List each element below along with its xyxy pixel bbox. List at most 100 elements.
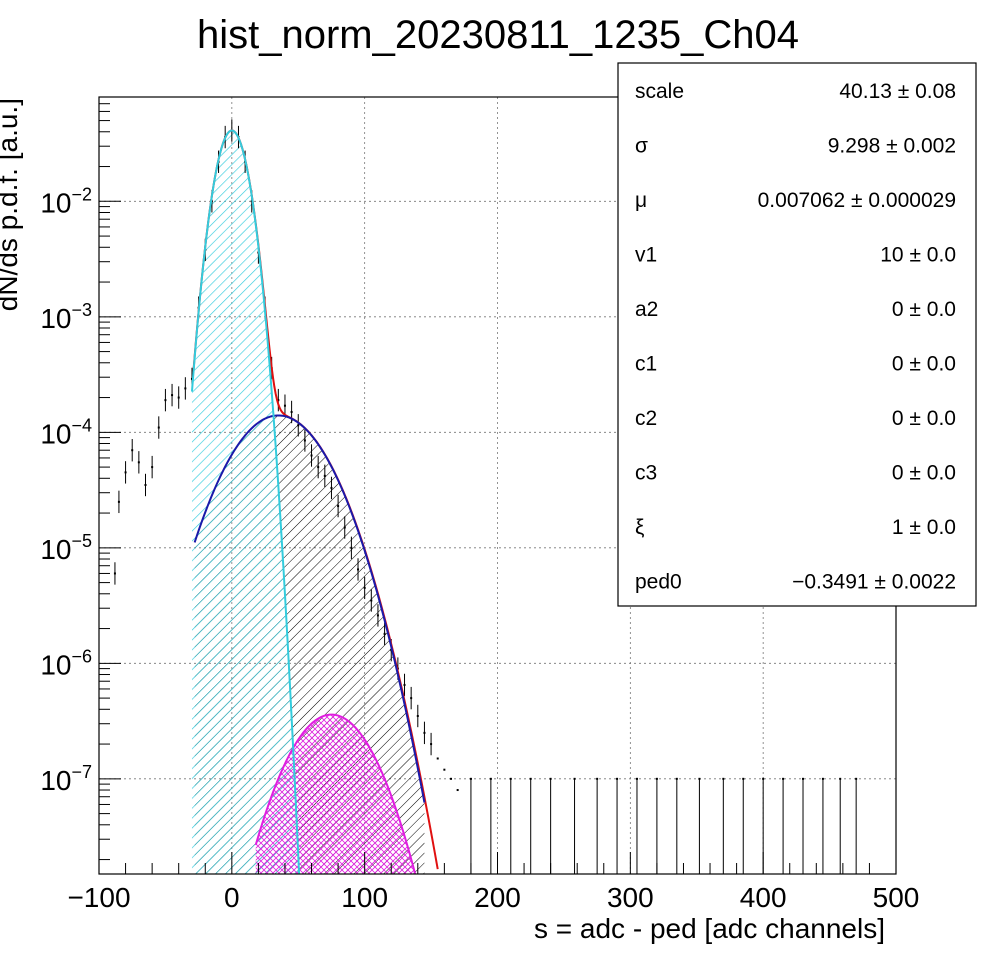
stats-param-name: v1 [635,244,657,267]
data-point [635,777,638,780]
stats-row: c3 0 ± 0.0 [635,462,956,485]
data-point [509,777,512,780]
x-tick-label: 0 [224,882,240,913]
data-point [839,777,842,780]
stats-row: c1 0 ± 0.0 [635,353,956,376]
stats-row: ξ 1 ± 0.0 [635,516,956,539]
stats-param-name: c3 [635,462,657,485]
data-point [616,777,619,780]
data-point [821,777,824,780]
stats-row: ped0 −0.3491 ± 0.0022 [635,571,956,594]
stats-row: a2 0 ± 0.0 [635,298,956,321]
x-tick-label: −100 [67,882,130,913]
data-point [303,439,306,442]
data-point [675,777,678,780]
data-point [782,777,785,780]
data-point [164,399,167,402]
data-point [124,471,127,474]
x-tick-label: 400 [740,882,787,913]
stats-box-frame [617,62,977,607]
stats-row: c2 0 ± 0.0 [635,407,956,430]
y-tick-label: 10−7 [40,762,92,796]
data-point [855,777,858,780]
data-point [383,632,386,635]
data-point [596,777,599,780]
stats-param-name: c2 [635,407,657,430]
y-tick-label: 10−2 [40,184,92,218]
data-point [337,505,340,508]
data-point [655,777,658,780]
data-point [137,461,140,464]
data-point [423,731,426,734]
stats-param-name: c1 [635,353,657,376]
data-point [489,777,492,780]
stats-param-name: ξ [635,516,644,539]
data-point [742,777,745,780]
pedestal-curve [190,129,301,874]
data-point [297,424,300,427]
data-point [403,683,406,686]
data-point [410,697,413,700]
stats-row: σ 9.298 ± 0.002 [635,135,956,158]
data-point [450,777,453,780]
data-point [323,474,326,477]
data-point [698,777,701,780]
data-point [350,546,353,549]
x-tick-label: 300 [607,882,654,913]
data-point [762,777,765,780]
stats-param-value: 0.007062 ± 0.000029 [758,189,956,212]
x-tick-label: 200 [474,882,521,913]
data-point [363,586,366,589]
stats-param-value: 10 ± 0.0 [880,244,956,267]
pedestal-fill [191,130,305,874]
data-point [549,777,552,780]
single-pe-curve [193,414,426,803]
data-point [290,410,293,413]
y-tick-label: 10−4 [40,415,92,449]
stats-param-value: 40.13 ± 0.08 [839,80,956,103]
stats-param-value: 9.298 ± 0.002 [828,135,956,158]
data-point [171,394,174,397]
data-point [722,777,725,780]
stats-param-value: 0 ± 0.0 [892,353,956,376]
data-point [151,466,154,469]
data-point [317,466,320,469]
stats-param-name: ped0 [635,571,682,594]
data-point [456,789,459,792]
stats-row: v1 10 ± 0.0 [635,244,956,267]
stats-param-name: σ [635,135,648,158]
data-point [430,743,433,746]
data-point [436,757,439,760]
data-point [184,387,187,390]
stats-param-name: a2 [635,298,658,321]
data-point [469,777,472,780]
stats-param-name: μ [635,189,647,212]
data-point [370,599,373,602]
fit-curves [190,129,439,874]
data-point [802,777,805,780]
stats-param-value: 0 ± 0.0 [892,407,956,430]
stats-box: scale 40.13 ± 0.08 σ 9.298 ± 0.002 μ 0.007062… [617,62,977,607]
data-point [144,483,147,486]
data-point [357,568,360,571]
x-axis-label: s = adc - ped [adc channels] [534,913,885,944]
data-point [376,614,379,617]
axes: −100 0 100 200 300 400 500 10−7 10−6 10−5 10−4 10−3… [40,96,919,913]
data-point [157,426,160,429]
double-pe-fill [255,714,438,874]
fit-fills [191,130,438,874]
y-axis-label: dN/ds p.d.f. [a.u.] [0,98,23,311]
double-pe-curve [254,713,417,874]
data-point [310,454,313,457]
y-tick-label: 10−6 [40,646,92,680]
stats-param-value: −0.3491 ± 0.0022 [792,571,956,594]
data-point [416,714,419,717]
stats-param-value: 0 ± 0.0 [892,298,956,321]
data-point [283,404,286,407]
stats-param-name: scale [635,80,684,103]
chart-title: hist_norm_20230811_1235_Ch04 [197,13,799,57]
x-tick-label: 100 [341,882,388,913]
stats-row: μ 0.007062 ± 0.000029 [635,189,956,212]
stats-param-value: 0 ± 0.0 [892,462,956,485]
